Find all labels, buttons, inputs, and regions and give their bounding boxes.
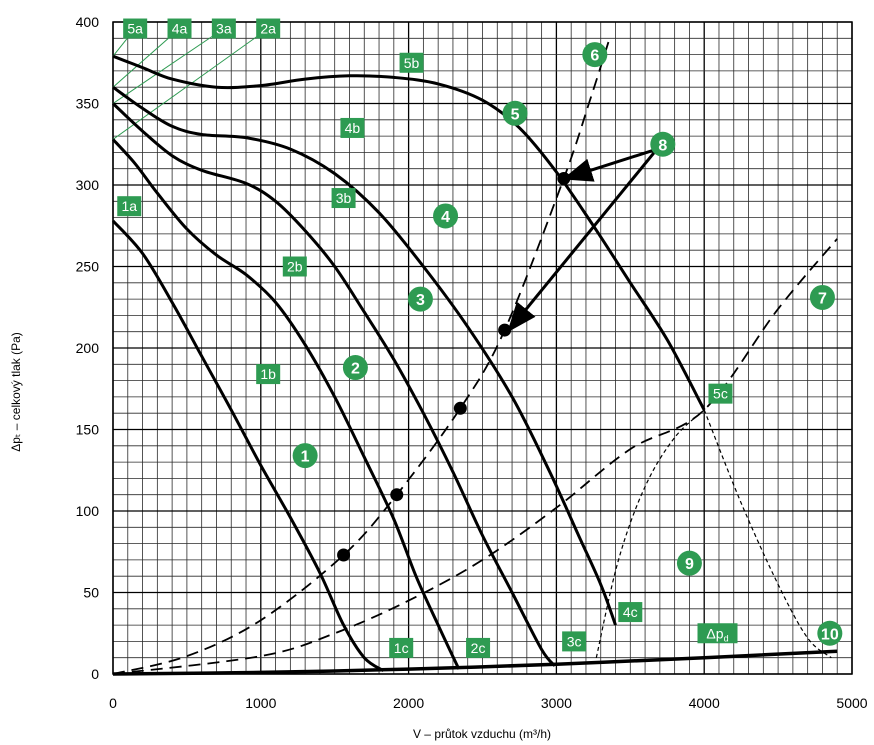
arrow bbox=[507, 148, 659, 333]
label-tag-bg bbox=[256, 364, 281, 385]
fan-curve-1 bbox=[111, 219, 385, 672]
fan-curve-4 bbox=[112, 85, 617, 626]
label-tag: 5a bbox=[127, 21, 143, 37]
label-tag: 5c bbox=[713, 386, 728, 402]
x-tick-label: 0 bbox=[109, 695, 117, 711]
label-tag: 4b bbox=[345, 120, 361, 136]
label-tag-bg bbox=[389, 637, 414, 658]
fan-curve-2 bbox=[111, 138, 461, 670]
label-tag-bg bbox=[708, 383, 733, 404]
label-tag-bg bbox=[562, 631, 587, 652]
dynamic-pressure-curve bbox=[112, 649, 838, 676]
label-tag: Δpd bbox=[706, 625, 728, 643]
label-tag: 1a bbox=[121, 198, 137, 214]
label-tag-bg bbox=[256, 18, 281, 39]
x-tick-label: 5000 bbox=[836, 695, 867, 711]
label-tag: 4a bbox=[172, 21, 188, 37]
label-tag-bg bbox=[123, 18, 148, 39]
number-marker: 6 bbox=[590, 48, 599, 65]
labels: 5a 4a 3a 2a 5b 4b 3b 1a 2b 1b 5c 4c 1c 2c 3c Δpd 1 2 3 4 5 6 7… bbox=[117, 18, 843, 658]
number-marker-bg bbox=[582, 42, 608, 68]
label-tag-bg bbox=[167, 18, 192, 39]
number-marker-bg bbox=[292, 443, 318, 469]
arrow bbox=[562, 147, 658, 182]
y-tick-label: 400 bbox=[76, 14, 100, 30]
number-marker-bg bbox=[809, 284, 835, 310]
limit-line-10 bbox=[703, 409, 832, 659]
operating-point bbox=[337, 548, 351, 562]
label-tag: 2b bbox=[287, 259, 303, 275]
fan-curve-3 bbox=[111, 102, 557, 667]
number-marker-bg bbox=[407, 286, 433, 312]
label-tag: 3b bbox=[336, 190, 352, 206]
label-tag-subscript: d bbox=[724, 633, 729, 643]
guide-line bbox=[112, 28, 225, 104]
operating-point bbox=[390, 488, 404, 502]
label-tag-bg bbox=[618, 602, 643, 623]
x-axis-title: V – průtok vzduchu (m³/h) bbox=[413, 727, 551, 741]
fan-curve-5 bbox=[112, 54, 706, 411]
plot-frame bbox=[112, 21, 853, 675]
number-marker: 3 bbox=[416, 292, 425, 309]
curves bbox=[111, 28, 838, 676]
label-tag-bg bbox=[399, 52, 424, 73]
number-marker-bg bbox=[817, 620, 843, 646]
axes: 0 1000 2000 3000 4000 5000 0 50 100 150 200 250 300 3… bbox=[76, 14, 868, 711]
label-tag-bg bbox=[340, 117, 365, 138]
number-marker: 9 bbox=[685, 556, 694, 573]
label-tag: 1c bbox=[394, 640, 409, 656]
label-tag: 3c bbox=[567, 633, 582, 649]
number-marker: 5 bbox=[511, 106, 520, 123]
y-tick-label: 50 bbox=[83, 585, 99, 601]
label-tag-bg bbox=[211, 18, 236, 39]
marks bbox=[337, 147, 659, 562]
system-curve-7 bbox=[112, 238, 838, 675]
number-marker-bg bbox=[676, 550, 702, 576]
number-marker: 8 bbox=[658, 137, 667, 154]
label-tag: 2c bbox=[471, 640, 486, 656]
label-tag-bg bbox=[331, 188, 356, 209]
number-marker: 7 bbox=[818, 290, 827, 307]
y-tick-label: 350 bbox=[76, 96, 100, 112]
label-tag-bg bbox=[282, 256, 307, 277]
y-tick-label: 250 bbox=[76, 259, 100, 275]
x-tick-label: 1000 bbox=[245, 695, 276, 711]
number-marker: 2 bbox=[351, 361, 360, 378]
number-marker-bg bbox=[342, 355, 368, 381]
operating-point bbox=[498, 323, 512, 337]
label-tag-bg bbox=[466, 637, 491, 658]
y-tick-label: 100 bbox=[76, 503, 100, 519]
y-axis-title: Δpₜ – celkový tlak (Pa) bbox=[9, 332, 23, 452]
number-marker-bg bbox=[650, 131, 676, 157]
operating-point bbox=[453, 401, 467, 415]
label-tag-bg bbox=[697, 623, 738, 644]
label-tag: 2a bbox=[260, 21, 276, 37]
number-marker-bg bbox=[502, 100, 528, 126]
number-marker-bg bbox=[433, 203, 459, 229]
y-tick-label: 0 bbox=[91, 666, 99, 682]
y-tick-label: 300 bbox=[76, 177, 100, 193]
label-tag: 3a bbox=[216, 21, 232, 37]
number-marker: 4 bbox=[441, 209, 450, 226]
y-tick-label: 200 bbox=[76, 340, 100, 356]
label-tag-bg bbox=[117, 196, 142, 217]
label-tag: 4c bbox=[623, 604, 638, 620]
number-marker: 10 bbox=[821, 626, 839, 643]
label-tag: 1b bbox=[260, 366, 276, 382]
label-tag: 5b bbox=[404, 55, 420, 71]
x-tick-label: 2000 bbox=[393, 695, 424, 711]
y-tick-label: 150 bbox=[76, 422, 100, 438]
limit-line-9-left bbox=[595, 409, 705, 658]
number-marker: 1 bbox=[301, 449, 310, 466]
x-tick-label: 3000 bbox=[541, 695, 572, 711]
system-curve-6 bbox=[112, 38, 611, 675]
x-tick-label: 4000 bbox=[689, 695, 720, 711]
operating-point bbox=[557, 171, 571, 185]
